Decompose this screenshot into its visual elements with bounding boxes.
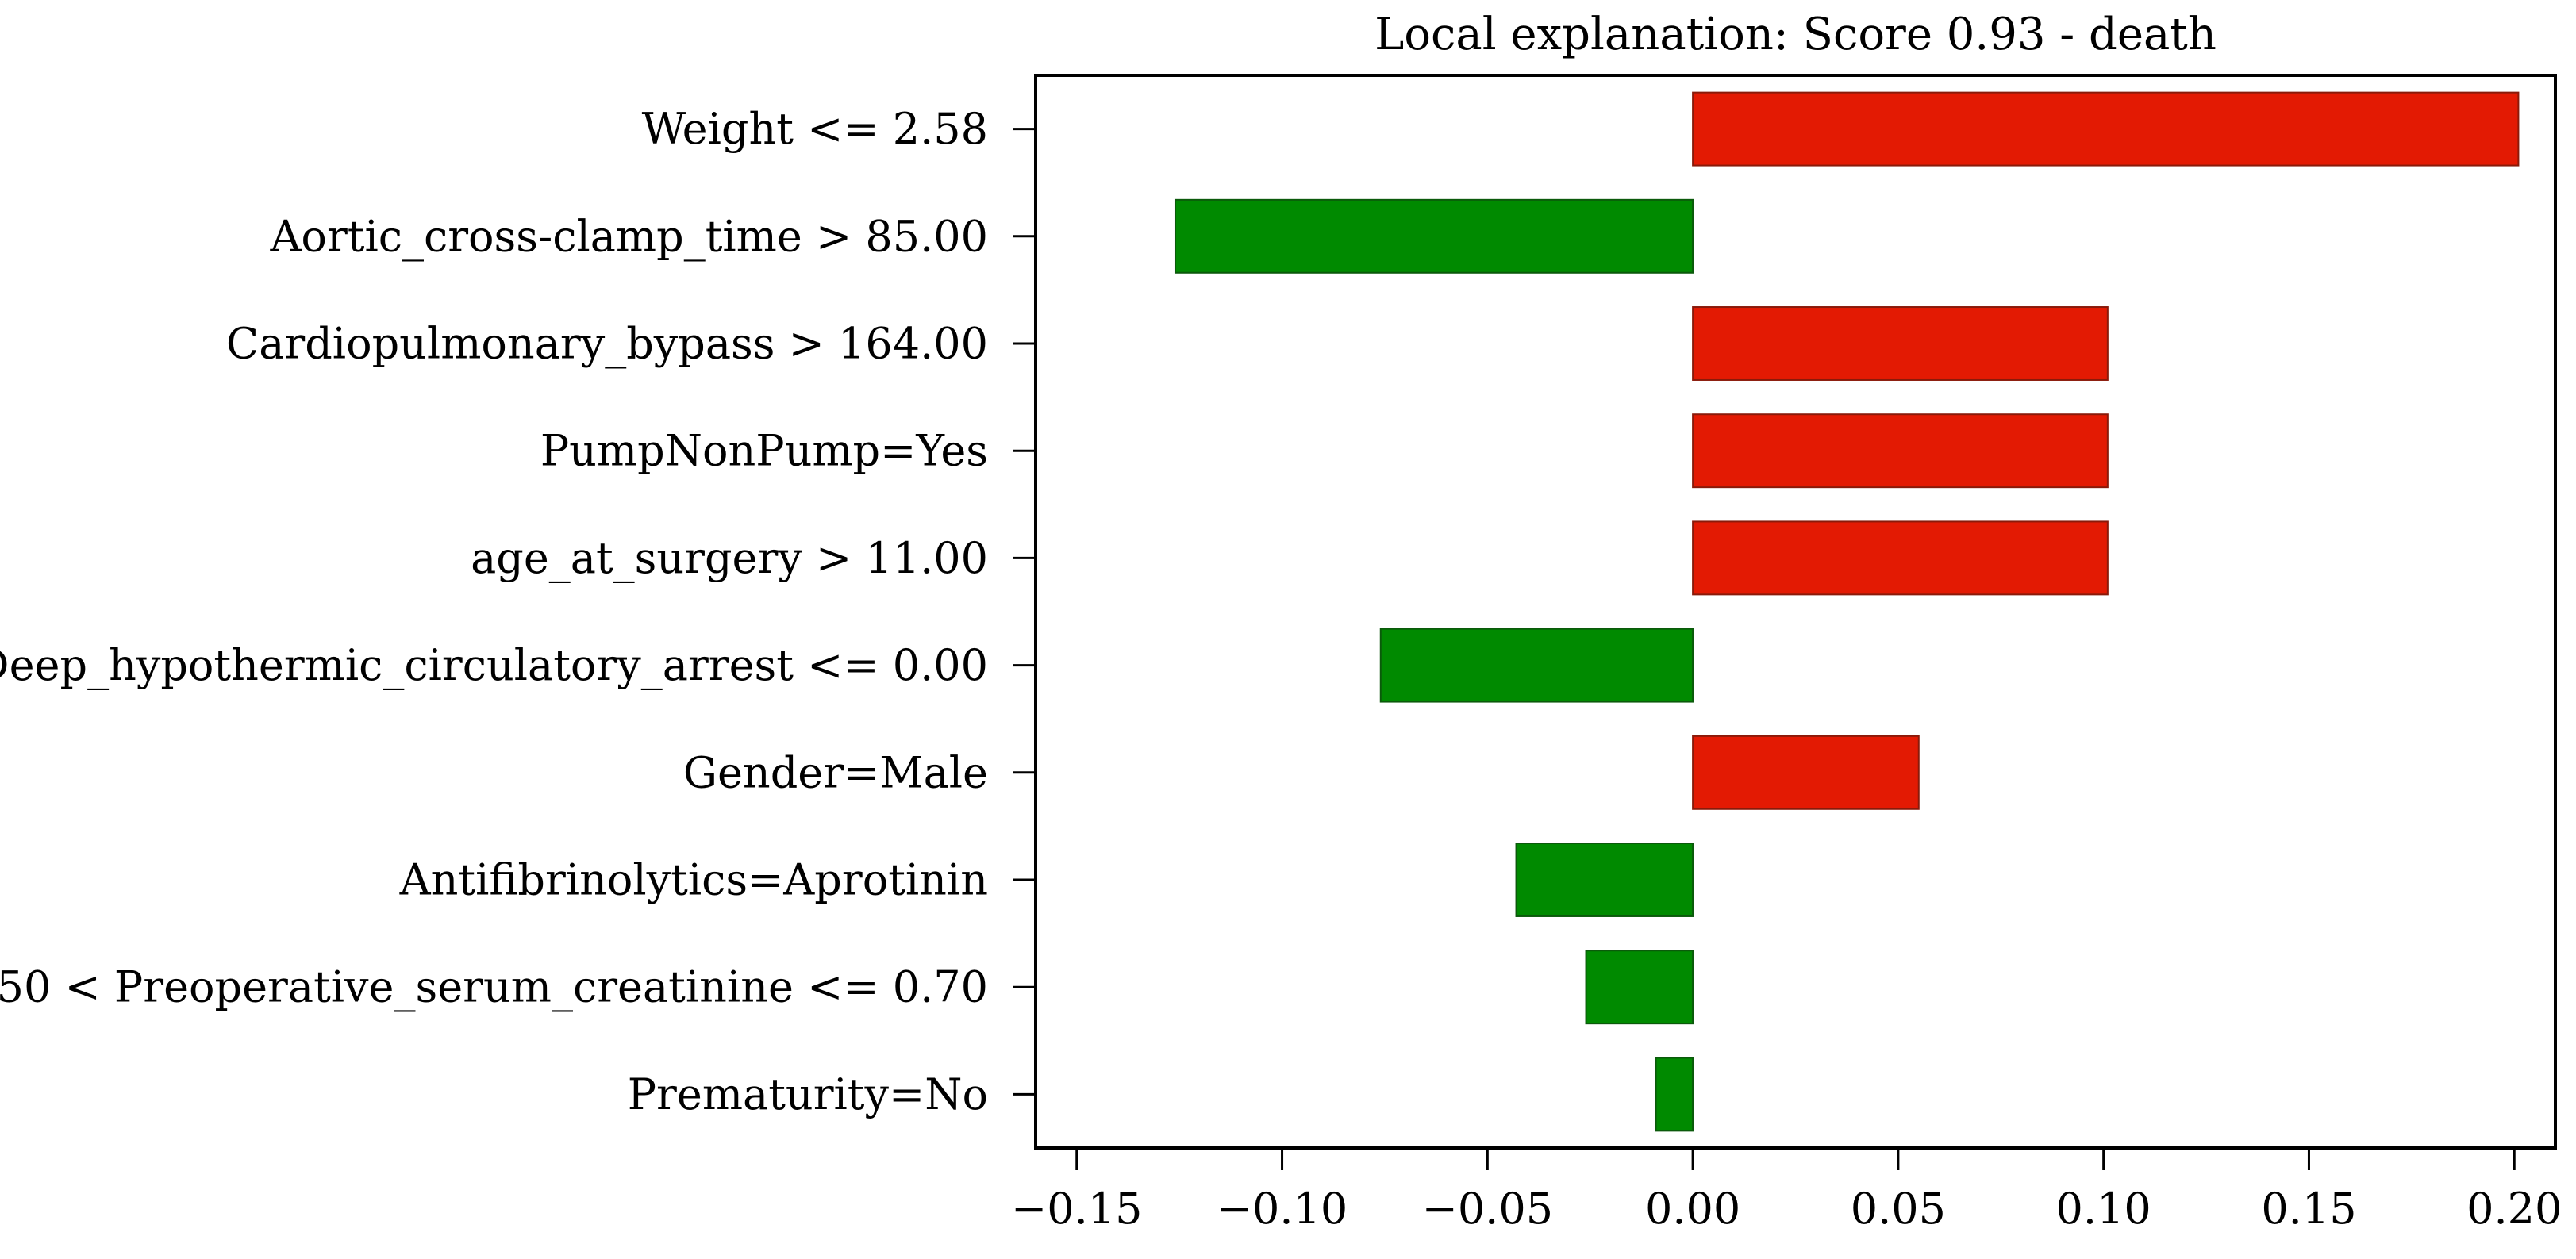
y-tick-label: Antifibrinolytics=Aprotinin — [399, 855, 988, 905]
x-tick-label: −0.15 — [1011, 1184, 1142, 1234]
x-tick-label: 0.00 — [1645, 1184, 1740, 1234]
x-tick-label: −0.05 — [1422, 1184, 1553, 1234]
bars-layer — [1174, 91, 2520, 1132]
y-tick-label: age_at_surgery > 11.00 — [471, 533, 988, 583]
bar-7 — [1692, 735, 1920, 810]
x-tick-label: 0.05 — [1851, 1184, 1946, 1234]
bar-9 — [1585, 950, 1694, 1025]
y-tick-label: Prematurity=No — [628, 1069, 988, 1119]
bar-2 — [1174, 198, 1694, 274]
y-tick-label: Cardiopulmonary_bypass > 164.00 — [226, 319, 988, 369]
plot-frame — [1034, 74, 2557, 1150]
bar-4 — [1692, 413, 2109, 489]
y-tick-label: 0.50 < Preoperative_serum_creatinine <= … — [0, 962, 988, 1012]
bar-10 — [1655, 1057, 1694, 1132]
bar-1 — [1692, 91, 2520, 167]
x-tick-label: 0.20 — [2466, 1184, 2562, 1234]
x-tick-label: −0.10 — [1217, 1184, 1348, 1234]
bar-6 — [1379, 628, 1694, 703]
y-tick-label: Deep_hypothermic_circulatory_arrest <= 0… — [0, 640, 988, 690]
x-tick-label: 0.10 — [2056, 1184, 2151, 1234]
bar-5 — [1692, 520, 2109, 596]
y-tick-label: Weight <= 2.58 — [642, 104, 988, 154]
x-axis-ticks: −0.15 −0.10 −0.05 0.00 0.05 0.10 0.15 0.20 — [1011, 1148, 2562, 1234]
y-tick-label: PumpNonPump=Yes — [540, 426, 988, 476]
x-tick-label: 0.15 — [2261, 1184, 2356, 1234]
bar-3 — [1692, 306, 2109, 381]
y-axis-labels: Weight <= 2.58 Aortic_cross-clamp_time > … — [0, 104, 1036, 1119]
chart-title: Local explanation: Score 0.93 - death — [1375, 9, 2217, 60]
y-tick-label: Aortic_cross-clamp_time > 85.00 — [269, 211, 988, 261]
bar-8 — [1515, 843, 1694, 917]
y-tick-label: Gender=Male — [683, 747, 988, 797]
